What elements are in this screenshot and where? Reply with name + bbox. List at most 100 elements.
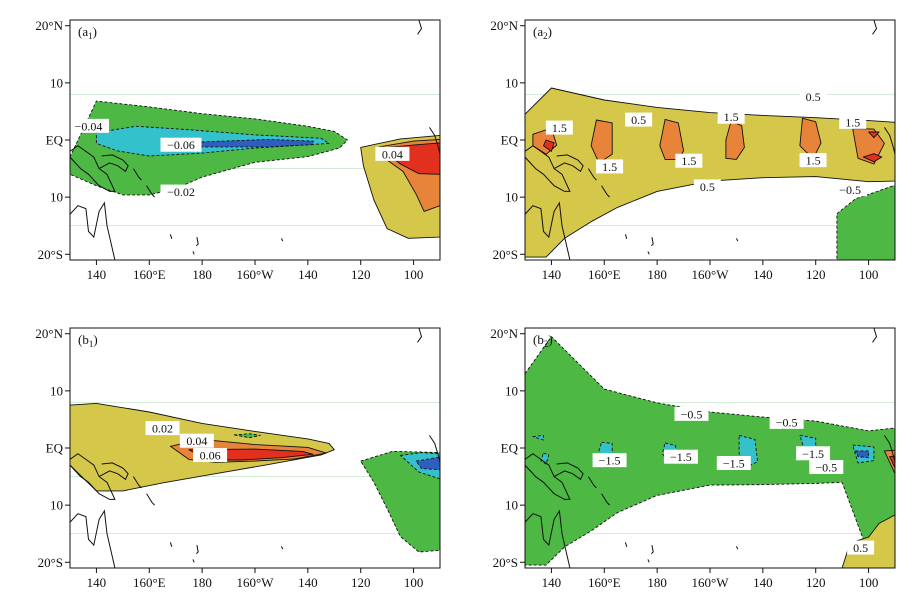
contour-label-text: 1.5 xyxy=(724,110,739,124)
contour-label: 0.04 xyxy=(375,146,410,161)
x-tick-label: 160°W xyxy=(692,575,730,590)
contour-label-box xyxy=(663,449,698,464)
panel-4: −0.5−0.5−1.5 −1.5 −1.5−1.5−0.50.5(b2)140 16… xyxy=(490,326,896,590)
contour-label-box xyxy=(375,146,410,161)
y-tick-label: 20°S xyxy=(38,247,63,262)
y-tick-label: 20°S xyxy=(493,555,518,570)
contour-region-pos-strong xyxy=(862,153,883,163)
contour-region-pos-strong xyxy=(543,139,555,152)
coastline xyxy=(587,168,597,181)
x-tick-label: 100 xyxy=(404,267,424,282)
x-tick-label: 140 xyxy=(298,575,318,590)
x-tick-label: 160°W xyxy=(237,267,275,282)
contour-label: −0.5 xyxy=(674,406,709,421)
coastline xyxy=(525,145,571,192)
coastline xyxy=(650,545,654,555)
contour-label: −0.5 xyxy=(809,460,844,475)
contour-label-text: 0.5 xyxy=(631,113,646,127)
y-tick-label: EQ xyxy=(501,441,519,456)
x-tick-label: 160°W xyxy=(692,267,730,282)
y-tick-label: 20°N xyxy=(35,18,63,33)
x-tick-label: 120 xyxy=(806,267,826,282)
contour-label-box xyxy=(769,414,804,429)
coastline xyxy=(650,237,654,247)
contour-label-text: −1.5 xyxy=(723,457,745,471)
contour-label-text: 0.04 xyxy=(186,434,207,448)
y-tick-label: 20°N xyxy=(35,326,63,341)
x-tick-label: 180 xyxy=(192,575,212,590)
coastline xyxy=(647,559,650,563)
contour-label-text: 1.5 xyxy=(552,121,567,135)
contour-label: 0.5 xyxy=(693,179,721,194)
y-tick-label: 10 xyxy=(50,498,63,513)
coastline xyxy=(98,462,129,481)
contour-region-pos-mid xyxy=(590,119,613,164)
contour-region-pos-strong xyxy=(889,455,895,469)
plot-area: 1.5 0.5 1.5 0.5 1.5 1.5 1.5 1.5 0.5 −0.5 xyxy=(525,20,895,260)
coastline xyxy=(624,542,628,548)
contour-region-pos-mid xyxy=(725,120,745,160)
coastline xyxy=(192,251,195,255)
contour-label-text: −0.5 xyxy=(839,183,861,197)
contour-region-pos-strong xyxy=(868,131,880,139)
coastline xyxy=(417,20,423,35)
coastline xyxy=(525,509,571,568)
coastline xyxy=(98,154,129,173)
x-tick-label: 140 xyxy=(753,575,773,590)
x-tick-label: 100 xyxy=(859,267,879,282)
contour-label: −1.5 xyxy=(592,453,627,468)
contour-label-text: −0.5 xyxy=(815,461,837,475)
panel-label: (b1) xyxy=(78,332,98,349)
contour-label-box xyxy=(799,89,827,104)
contour-label-text: 0.06 xyxy=(200,449,221,463)
contour-label-box xyxy=(833,182,868,197)
contour-label: 1.5 xyxy=(799,153,827,168)
panel-label: (b2) xyxy=(533,332,553,349)
x-tick-label: 180 xyxy=(192,267,212,282)
contour-label-text: −1.5 xyxy=(802,447,824,461)
plot-area: −0.04 −0.06 −0.02 0.04 xyxy=(70,20,440,260)
contour-label: −0.5 xyxy=(833,182,868,197)
x-tick-label: 160°E xyxy=(133,267,166,282)
x-tick-label: 180 xyxy=(647,267,667,282)
contour-label-box xyxy=(839,114,867,129)
contour-label-text: −0.06 xyxy=(167,138,195,152)
contour-label-text: 0.5 xyxy=(806,90,821,104)
coastline xyxy=(883,435,895,463)
contour-label-box xyxy=(596,159,624,174)
coastline xyxy=(70,145,116,192)
coastline xyxy=(70,453,116,500)
contour-label-box xyxy=(592,453,627,468)
coastline xyxy=(601,493,610,506)
panel-label: (a2) xyxy=(533,24,552,41)
contour-label: −0.04 xyxy=(70,118,109,133)
contour-label: −0.5 xyxy=(769,414,804,429)
contour-label-box xyxy=(796,446,831,461)
coastline xyxy=(587,476,597,489)
coastline xyxy=(169,542,173,548)
coastline xyxy=(192,559,195,563)
coastline xyxy=(70,201,116,260)
contour-region-neg-strong xyxy=(854,450,870,459)
contour-label-box xyxy=(799,153,827,168)
contour-label-box xyxy=(160,137,202,152)
contour-region-neg-mid xyxy=(532,434,544,441)
x-tick-label: 120 xyxy=(806,575,826,590)
contour-label-text: 0.02 xyxy=(152,422,173,436)
y-tick-label: 20°N xyxy=(490,326,518,341)
contour-label: 1.5 xyxy=(675,153,703,168)
contour-label-text: 1.5 xyxy=(681,154,696,168)
coastline xyxy=(735,238,739,242)
contour-label-box xyxy=(809,460,844,474)
contour-label-box xyxy=(545,120,573,135)
coastline xyxy=(70,509,116,568)
contour-label-box xyxy=(717,109,745,124)
contour-label-box xyxy=(70,118,109,133)
x-tick-label: 140 xyxy=(298,267,318,282)
y-tick-label: EQ xyxy=(501,133,519,148)
contour-label-text: 1.5 xyxy=(806,154,821,168)
contour-label-text: 0.5 xyxy=(700,180,715,194)
contour-label-box xyxy=(193,448,228,462)
contour-region-neg-weak xyxy=(836,184,895,260)
